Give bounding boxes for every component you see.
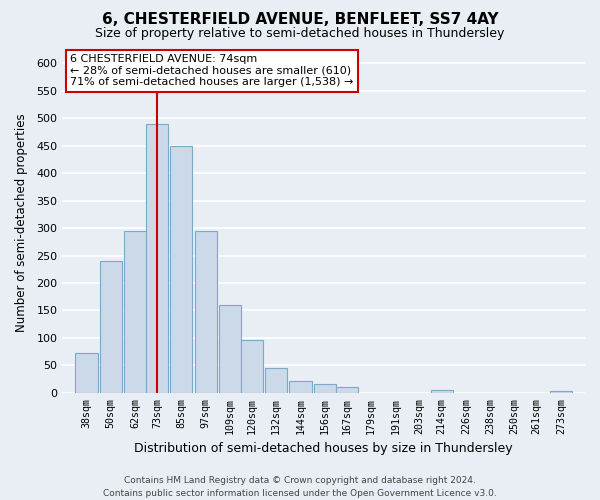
Bar — [314, 384, 336, 393]
Bar — [241, 340, 263, 393]
Bar — [265, 368, 287, 393]
Y-axis label: Number of semi-detached properties: Number of semi-detached properties — [15, 114, 28, 332]
Bar — [550, 391, 572, 393]
Bar — [431, 390, 453, 393]
Text: 6, CHESTERFIELD AVENUE, BENFLEET, SS7 4AY: 6, CHESTERFIELD AVENUE, BENFLEET, SS7 4A… — [101, 12, 499, 28]
Bar — [124, 231, 146, 393]
Text: Contains HM Land Registry data © Crown copyright and database right 2024.
Contai: Contains HM Land Registry data © Crown c… — [103, 476, 497, 498]
Bar — [289, 380, 311, 393]
Bar — [100, 261, 122, 393]
Bar — [146, 124, 168, 393]
Bar — [336, 388, 358, 393]
Bar — [194, 231, 217, 393]
Bar — [76, 352, 98, 393]
Text: 6 CHESTERFIELD AVENUE: 74sqm
← 28% of semi-detached houses are smaller (610)
71%: 6 CHESTERFIELD AVENUE: 74sqm ← 28% of se… — [70, 54, 353, 88]
X-axis label: Distribution of semi-detached houses by size in Thundersley: Distribution of semi-detached houses by … — [134, 442, 513, 455]
Bar — [219, 305, 241, 393]
Text: Size of property relative to semi-detached houses in Thundersley: Size of property relative to semi-detach… — [95, 28, 505, 40]
Bar — [170, 146, 193, 393]
